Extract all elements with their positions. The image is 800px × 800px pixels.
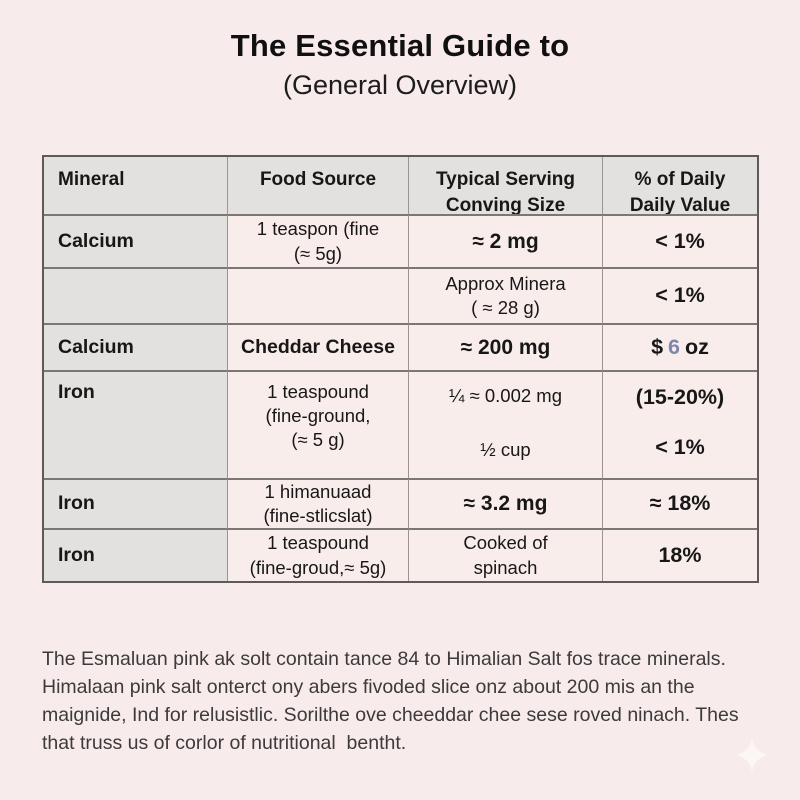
cell-serving-1: Approx Minera( ≈ 28 g): [408, 267, 602, 323]
title-block: The Essential Guide to (General Overview…: [0, 28, 800, 101]
cell-daily-0: < 1%: [602, 214, 757, 267]
cell-daily-5: 18%: [602, 528, 757, 581]
cell-daily-4: ≈ 18%: [602, 478, 757, 528]
daily-3-bottom: < 1%: [655, 435, 705, 460]
cell-serving-2: ≈ 200 mg: [408, 323, 602, 370]
footer-paragraph: The Esmaluan pink ak solt contain tance …: [42, 648, 739, 754]
price-unit: oz: [685, 334, 709, 359]
cell-food-3: 1 teaspound (fine-ground, (≈ 5 g): [227, 370, 408, 478]
cell-serving-0: ≈ 2 mg: [408, 214, 602, 267]
daily-3-top: (15-20%): [635, 385, 725, 409]
cell-daily-3: (15-20%) < 1%: [602, 370, 757, 478]
header-cell-food-source: Food Source: [227, 157, 408, 214]
cell-daily-1: < 1%: [602, 267, 757, 323]
header-cell-mineral: Mineral: [44, 157, 227, 214]
serving-3-bottom: ½ cup: [480, 438, 531, 460]
minerals-table: Mineral Food Source Typical Serving Convi…: [42, 155, 759, 583]
header-cell-serving-size: Typical Serving Conving Size: [408, 157, 602, 214]
cell-food-4: 1 himanuaad (fine-stlicslat): [227, 478, 408, 528]
page-title: The Essential Guide to: [230, 28, 570, 63]
price-digit: 6: [668, 334, 681, 359]
cell-food-0: 1 teaspon (fine (≈ 5g): [227, 214, 408, 267]
cell-serving-5: Cooked of spinach: [408, 528, 602, 581]
page-subtitle: (General Overview): [282, 70, 518, 100]
cell-serving-3: ¼ ≈ 0.002 mg ½ cup: [408, 370, 602, 478]
cell-mineral-1: [44, 267, 227, 323]
cell-mineral-4: Iron: [44, 478, 227, 528]
cell-mineral-5: Iron: [44, 528, 227, 581]
cell-food-2: Cheddar Cheese: [227, 323, 408, 370]
cell-mineral-3: Iron: [44, 370, 227, 478]
cell-food-1: [227, 267, 408, 323]
cell-serving-4: ≈ 3.2 mg: [408, 478, 602, 528]
cell-mineral-0: Calcium: [44, 214, 227, 267]
cell-daily-2: $ 6 oz: [602, 323, 757, 370]
sparkle-icon: [735, 738, 769, 772]
header-cell-daily-value: % of Daily Daily Value: [602, 157, 757, 214]
cell-mineral-2: Calcium: [44, 323, 227, 370]
cell-food-5: 1 teaspound (fine-groud,≈ 5g): [227, 528, 408, 581]
price-prefix: $: [651, 334, 664, 359]
serving-3-top: ¼ ≈ 0.002 mg: [449, 385, 562, 406]
